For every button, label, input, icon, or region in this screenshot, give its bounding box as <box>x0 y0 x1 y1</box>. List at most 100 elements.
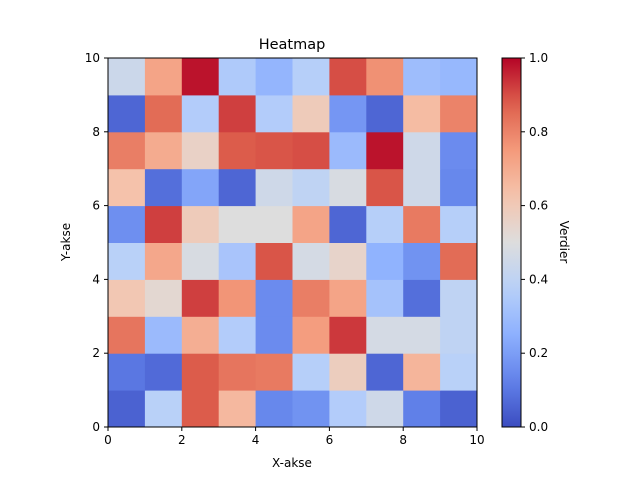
heatmap-cell <box>144 353 183 391</box>
heatmap-cell <box>108 242 146 280</box>
heatmap-cell <box>403 316 441 354</box>
x-tick-label: 2 <box>178 433 186 447</box>
heatmap-cell <box>329 316 367 354</box>
heatmap-cell <box>440 94 478 133</box>
heatmap-cell <box>144 390 183 428</box>
heatmap-cell <box>144 58 183 96</box>
heatmap-cell <box>181 94 220 133</box>
heatmap-cell <box>108 205 146 243</box>
heatmap-cell <box>292 131 330 170</box>
heatmap-cell <box>218 94 257 133</box>
heatmap-cell <box>403 242 441 280</box>
heatmap-cell <box>255 242 293 280</box>
heatmap-cell <box>366 316 404 354</box>
heatmap-cell <box>292 353 330 391</box>
heatmap-cell <box>144 242 183 280</box>
colorbar-tick-label: 1.0 <box>529 51 548 65</box>
heatmap-cell <box>144 168 183 207</box>
heatmap-cell <box>292 58 330 96</box>
heatmap-cell <box>366 94 404 133</box>
y-tick-label: 4 <box>92 272 100 286</box>
heatmap-cell <box>181 353 220 391</box>
heatmap-cell <box>329 353 367 391</box>
heatmap-cell <box>403 205 441 243</box>
heatmap-cell <box>255 316 293 354</box>
heatmap-cell <box>144 279 183 317</box>
heatmap-cell <box>181 58 220 96</box>
heatmap-cell <box>403 94 441 133</box>
heatmap-cell <box>329 131 367 170</box>
heatmap-cell <box>108 168 146 207</box>
heatmap-cell <box>218 131 257 170</box>
heatmap-cell <box>366 390 404 428</box>
heatmap-cell <box>403 58 441 96</box>
x-axis-ticks: 0 2 4 6 8 10 <box>104 427 485 447</box>
heatmap-cell <box>366 131 404 170</box>
heatmap-cell <box>440 390 478 428</box>
heatmap-cell <box>440 353 478 391</box>
heatmap-cell <box>292 205 330 243</box>
heatmap-cell <box>255 168 293 207</box>
x-tick-label: 0 <box>104 433 112 447</box>
heatmap-cell <box>144 94 183 133</box>
heatmap-cell <box>440 279 478 317</box>
plot-frame <box>107 57 478 428</box>
heatmap-cell <box>181 316 220 354</box>
heatmap-cell <box>144 316 183 354</box>
heatmap-cell <box>403 390 441 428</box>
y-axis-label: Y-akse <box>59 223 73 262</box>
heatmap-cell <box>218 205 257 243</box>
heatmap-cell <box>403 279 441 317</box>
heatmap-cell <box>255 131 293 170</box>
heatmap-cell <box>403 168 441 207</box>
heatmap-cell <box>218 353 257 391</box>
heatmap-cell <box>108 316 146 354</box>
heatmap-cell <box>366 168 404 207</box>
heatmap-cell <box>144 205 183 243</box>
heatmap-cell <box>181 168 220 207</box>
heatmap-cell <box>292 390 330 428</box>
heatmap-cell <box>329 279 367 317</box>
colorbar-tick-label: 0.0 <box>529 420 548 434</box>
heatmap-cell <box>255 279 293 317</box>
heatmap-cell <box>329 242 367 280</box>
heatmap-cell <box>329 205 367 243</box>
heatmap-cell <box>181 390 220 428</box>
heatmap-cell <box>218 279 257 317</box>
heatmap-cell <box>403 131 441 170</box>
heatmap-cell <box>255 205 293 243</box>
heatmap-cell <box>403 353 441 391</box>
heatmap-cell <box>255 58 293 96</box>
x-tick-label: 10 <box>469 433 484 447</box>
heatmap-cell <box>181 205 220 243</box>
heatmap-cell <box>108 131 146 170</box>
heatmap-cell <box>255 94 293 133</box>
heatmap-cell <box>108 353 146 391</box>
heatmap-cell <box>329 168 367 207</box>
heatmap-cell <box>329 58 367 96</box>
heatmap-cell <box>255 353 293 391</box>
heatmap-cell <box>292 94 330 133</box>
y-tick-label: 0 <box>92 420 100 434</box>
heatmap-cell <box>292 279 330 317</box>
chart-title: Heatmap <box>259 37 326 53</box>
colorbar-tick-label: 0.4 <box>529 272 548 286</box>
x-tick-label: 4 <box>252 433 260 447</box>
x-axis-label: X-akse <box>272 456 312 470</box>
heatmap-cell <box>292 168 330 207</box>
heatmap-cell <box>366 58 404 96</box>
heatmap-cell <box>440 58 478 96</box>
colorbar-tick-label: 0.8 <box>529 125 548 139</box>
colorbar <box>501 57 522 428</box>
heatmap-cell <box>366 353 404 391</box>
colorbar-tick-label: 0.2 <box>529 346 548 360</box>
y-tick-label: 6 <box>92 199 100 213</box>
x-tick-label: 8 <box>399 433 407 447</box>
colorbar-tick-label: 0.6 <box>529 199 548 213</box>
y-axis-ticks: 0 2 4 6 8 10 <box>85 51 108 434</box>
heatmap-cell <box>440 131 478 170</box>
heatmap-cell <box>440 242 478 280</box>
heatmap-cell <box>366 205 404 243</box>
y-tick-label: 10 <box>85 51 100 65</box>
